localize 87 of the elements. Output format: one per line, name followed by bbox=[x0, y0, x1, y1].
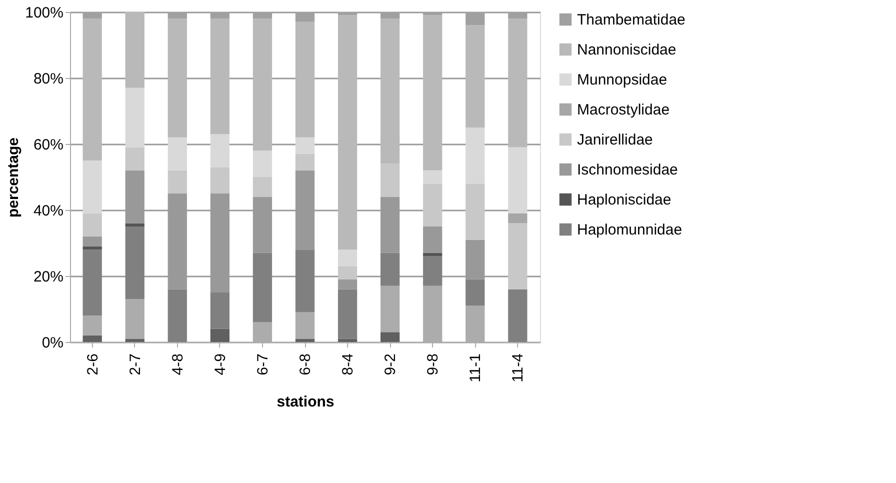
bar bbox=[82, 335, 102, 342]
x-tick-label: 4-8 bbox=[169, 354, 186, 376]
bar bbox=[423, 226, 442, 253]
bar bbox=[508, 147, 528, 214]
bar bbox=[295, 338, 315, 342]
bar bbox=[125, 147, 144, 170]
bar bbox=[508, 18, 528, 148]
y-tick-label: 60% bbox=[33, 136, 64, 154]
bar bbox=[508, 213, 528, 224]
bar bbox=[295, 250, 315, 312]
bar bbox=[210, 18, 230, 134]
bar bbox=[508, 289, 528, 342]
bar bbox=[168, 289, 187, 342]
bar bbox=[125, 299, 144, 339]
y-tick-label: 0% bbox=[42, 334, 64, 352]
bar bbox=[338, 279, 358, 290]
bar bbox=[380, 286, 400, 332]
bar bbox=[82, 236, 102, 246]
legend-label: Nannoniscidae bbox=[577, 42, 676, 58]
bar bbox=[82, 246, 102, 250]
bar bbox=[295, 154, 315, 170]
legend-label: Haplomunnidae bbox=[577, 222, 682, 238]
legend-label: Janirellidae bbox=[577, 132, 653, 148]
bar bbox=[125, 12, 144, 88]
legend-label: Munnopsidae bbox=[577, 72, 668, 88]
bar bbox=[380, 18, 400, 164]
bar bbox=[380, 164, 400, 197]
bar bbox=[210, 292, 230, 329]
bar bbox=[508, 223, 528, 290]
bar bbox=[295, 137, 315, 154]
bar bbox=[125, 338, 144, 342]
bar bbox=[423, 256, 442, 286]
bar bbox=[82, 18, 102, 160]
bar bbox=[380, 252, 400, 286]
bar bbox=[125, 226, 144, 300]
bar bbox=[295, 22, 315, 138]
x-tick-label: 6-7 bbox=[254, 354, 272, 376]
bar bbox=[252, 18, 272, 151]
bar bbox=[423, 252, 442, 256]
x-axis-title: stations bbox=[276, 393, 334, 410]
x-tick-label: 6-8 bbox=[297, 354, 314, 376]
y-tick-label: 100% bbox=[25, 4, 64, 22]
x-tick-label: 2-6 bbox=[84, 354, 102, 376]
y-axis-title: percentage bbox=[5, 137, 22, 218]
bar bbox=[466, 184, 485, 240]
bar bbox=[466, 128, 485, 184]
bar bbox=[252, 252, 272, 322]
x-tick-label: 8-4 bbox=[340, 354, 357, 376]
bar bbox=[168, 137, 187, 170]
bar bbox=[252, 150, 272, 177]
bar bbox=[466, 279, 485, 306]
bar bbox=[168, 18, 187, 138]
x-tick-label: 9-2 bbox=[382, 354, 400, 376]
legend-label: Ischnomesidae bbox=[577, 162, 678, 178]
bar bbox=[295, 312, 315, 339]
y-tick-label: 20% bbox=[33, 268, 64, 286]
x-tick-label: 4-9 bbox=[212, 354, 229, 376]
bar bbox=[125, 223, 144, 226]
bar bbox=[82, 213, 102, 236]
legend-label: Thambematidae bbox=[577, 12, 686, 28]
legend-label: Haploniscidae bbox=[577, 192, 672, 208]
bar bbox=[82, 316, 102, 336]
x-tick-label: 11-1 bbox=[467, 354, 484, 382]
bar bbox=[338, 250, 358, 266]
bar bbox=[338, 266, 358, 280]
bar bbox=[423, 184, 442, 226]
bar bbox=[338, 289, 358, 339]
bar bbox=[210, 134, 230, 168]
bar bbox=[125, 88, 144, 148]
legend-label: Macrostylidae bbox=[577, 102, 670, 118]
y-tick-label: 80% bbox=[33, 70, 64, 88]
bar bbox=[252, 177, 272, 197]
bar bbox=[82, 160, 102, 214]
x-tick-label: 9-8 bbox=[424, 354, 442, 376]
x-tick-label: 11-4 bbox=[510, 354, 527, 382]
bar bbox=[380, 332, 400, 342]
bar bbox=[82, 250, 102, 316]
bar bbox=[423, 170, 442, 184]
bar bbox=[338, 338, 358, 342]
x-tick-label: 2-7 bbox=[126, 354, 144, 376]
bar bbox=[466, 25, 485, 128]
bar bbox=[210, 167, 230, 194]
bar bbox=[210, 328, 230, 342]
bar bbox=[338, 15, 358, 250]
y-tick-label: 40% bbox=[33, 202, 64, 220]
bar bbox=[423, 15, 442, 170]
bar bbox=[168, 170, 187, 194]
